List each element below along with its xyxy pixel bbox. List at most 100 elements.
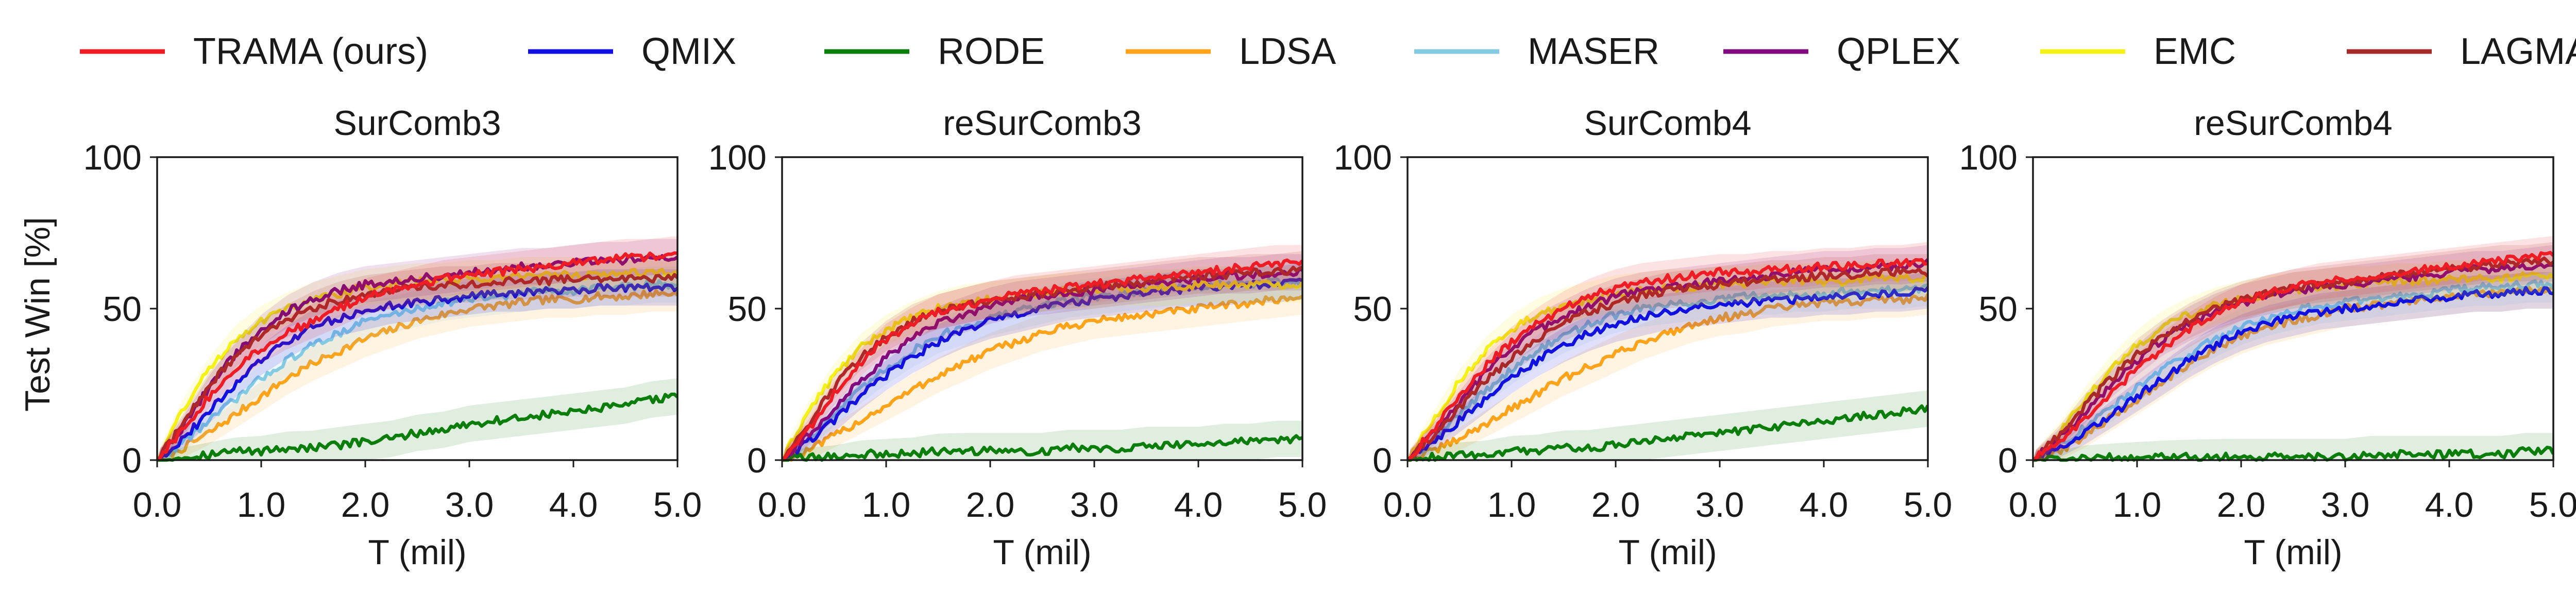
series-band-ldsa xyxy=(157,275,677,460)
x-tick-label: 5.0 xyxy=(1278,485,1327,525)
series-line-ldsa xyxy=(782,295,1302,462)
legend-item-qmix: QMIX xyxy=(528,31,736,72)
series-group xyxy=(2033,235,2553,462)
series-band-rode xyxy=(1408,390,1928,460)
y-tick-label: 50 xyxy=(1353,290,1392,329)
x-axis-label: T (mil) xyxy=(1618,533,1717,572)
series-group xyxy=(157,235,677,462)
y-tick-label: 100 xyxy=(1959,138,2018,177)
x-tick-label: 3.0 xyxy=(1070,485,1119,525)
series-line-trama-ours xyxy=(782,258,1302,462)
chart-title: reSurComb3 xyxy=(943,104,1142,143)
x-tick-label: 1.0 xyxy=(237,485,286,525)
x-tick-label: 3.0 xyxy=(2321,485,2370,525)
x-tick-label: 0.0 xyxy=(1383,485,1432,525)
series-band-trama-ours xyxy=(157,235,677,460)
x-tick-label: 4.0 xyxy=(1800,485,1849,525)
series-line-qmix xyxy=(2033,286,2553,462)
series-band-qmix xyxy=(2033,272,2553,460)
x-tick-label: 3.0 xyxy=(1696,485,1744,525)
x-tick-label: 0.0 xyxy=(2009,485,2058,525)
series-band-rode xyxy=(782,420,1302,460)
series-line-qmix xyxy=(157,282,677,462)
series-band-emc xyxy=(2033,257,2553,460)
series-band-rode xyxy=(157,378,677,460)
series-line-ldsa xyxy=(1408,293,1928,462)
chart-panel-surcomb4: SurComb4 0.0 1.0 2.0 3.0 4.0 5.0 0 50 100 T (mil) xyxy=(1334,104,1953,572)
y-tick-label: 50 xyxy=(727,290,767,329)
legend-label: LAGMA xyxy=(2460,31,2576,72)
legend-item-ldsa: LDSA xyxy=(1126,31,1336,72)
series-line-qmix xyxy=(782,277,1302,462)
series-line-qplex xyxy=(157,254,677,462)
series-band-lagma xyxy=(157,260,677,460)
legend: TRAMA (ours) QMIX RODE LDSA MASER QPLEX EMC LAG… xyxy=(80,31,2576,72)
y-tick-label: 0 xyxy=(747,441,767,480)
series-line-ldsa xyxy=(157,289,677,462)
x-tick-label: 4.0 xyxy=(1174,485,1223,525)
series-line-rode xyxy=(1408,404,1928,462)
chart-panels: SurComb3 0.0 1.0 2.0 3.0 4.0 5.0 0 50 100 T (mil) r… xyxy=(83,104,2576,572)
x-tick-label: 5.0 xyxy=(653,485,702,525)
series-band-ldsa xyxy=(782,278,1302,460)
series-line-lagma xyxy=(157,273,677,462)
x-tick-label: 4.0 xyxy=(549,485,598,525)
legend-label: RODE xyxy=(938,31,1045,72)
series-group xyxy=(782,245,1302,462)
legend-label: EMC xyxy=(2154,31,2236,72)
y-tick-label: 100 xyxy=(1334,138,1392,177)
chart-panel-resurcomb3: reSurComb3 0.0 1.0 2.0 3.0 4.0 5.0 0 50 100 T (mil… xyxy=(708,104,1327,572)
x-tick-label: 2.0 xyxy=(341,485,390,525)
legend-label: MASER xyxy=(1528,31,1659,72)
legend-label: TRAMA (ours) xyxy=(193,31,428,72)
y-tick-label: 50 xyxy=(1978,290,2018,329)
x-tick-label: 5.0 xyxy=(1904,485,1953,525)
legend-label: QMIX xyxy=(641,31,736,72)
series-line-lagma xyxy=(1408,266,1928,462)
legend-item-maser: MASER xyxy=(1414,31,1659,72)
x-axis-label: T (mil) xyxy=(2244,533,2342,572)
series-band-emc xyxy=(1408,260,1928,460)
series-line-maser xyxy=(157,279,677,462)
x-tick-label: 5.0 xyxy=(2529,485,2576,525)
y-tick-label: 0 xyxy=(1372,441,1392,480)
series-line-trama-ours xyxy=(2033,250,2553,462)
y-tick-label: 50 xyxy=(103,290,142,329)
series-band-trama-ours xyxy=(2033,235,2553,460)
chart-title: reSurComb4 xyxy=(2194,104,2393,143)
x-tick-label: 2.0 xyxy=(966,485,1015,525)
x-tick-label: 2.0 xyxy=(2217,485,2266,525)
x-tick-label: 0.0 xyxy=(133,485,182,525)
x-tick-label: 4.0 xyxy=(2425,485,2474,525)
chart-title: SurComb3 xyxy=(333,104,501,143)
legend-label: LDSA xyxy=(1239,31,1336,72)
x-tick-label: 3.0 xyxy=(445,485,494,525)
series-line-trama-ours xyxy=(1408,258,1928,462)
y-tick-label: 100 xyxy=(708,138,767,177)
x-tick-label: 2.0 xyxy=(1591,485,1640,525)
y-tick-label: 0 xyxy=(122,441,142,480)
y-axis-label: Test Win [%] xyxy=(18,217,57,412)
chart-title: SurComb4 xyxy=(1584,104,1751,143)
chart-panel-resurcomb4: reSurComb4 0.0 1.0 2.0 3.0 4.0 5.0 0 50 100 T (mil… xyxy=(1959,104,2576,572)
legend-label: QPLEX xyxy=(1837,31,1960,72)
series-line-maser xyxy=(1408,283,1928,462)
series-line-qplex xyxy=(2033,262,2553,462)
series-line-rode xyxy=(2033,446,2553,462)
series-group xyxy=(1408,242,1928,462)
series-line-maser xyxy=(2033,279,2553,462)
x-tick-label: 1.0 xyxy=(862,485,911,525)
chart-panel-surcomb3: SurComb3 0.0 1.0 2.0 3.0 4.0 5.0 0 50 100 T (mil) xyxy=(83,104,702,572)
series-line-rode xyxy=(157,392,677,462)
series-line-qmix xyxy=(1408,286,1928,462)
legend-item-trama-ours: TRAMA (ours) xyxy=(80,31,428,72)
x-tick-label: 1.0 xyxy=(1487,485,1536,525)
y-tick-label: 0 xyxy=(1998,441,2018,480)
x-axis-label: T (mil) xyxy=(993,533,1091,572)
legend-item-lagma: LAGMA xyxy=(2347,31,2576,72)
series-line-rode xyxy=(782,434,1302,462)
legend-item-rode: RODE xyxy=(824,31,1045,72)
